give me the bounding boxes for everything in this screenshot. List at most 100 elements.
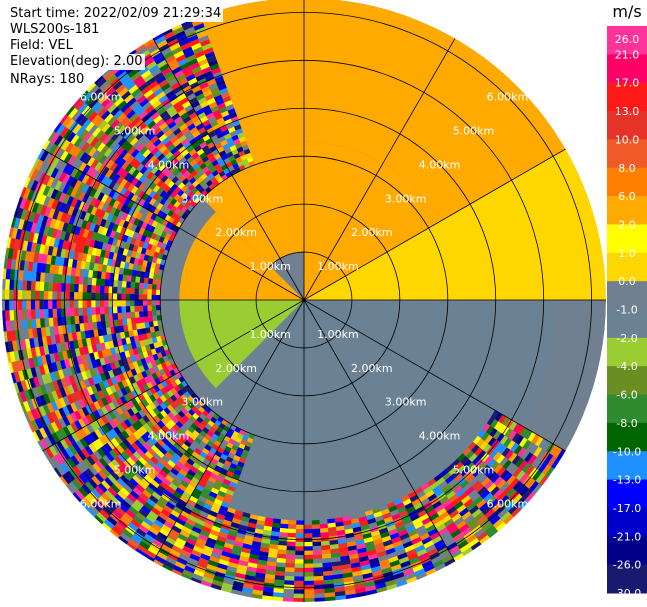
noise-gate [118, 273, 124, 281]
noise-gate [73, 410, 82, 421]
noise-gate [31, 157, 40, 169]
noise-gate [120, 487, 130, 497]
noise-gate [157, 382, 164, 390]
noise-gate [157, 210, 164, 218]
noise-gate [99, 292, 105, 300]
noise-gate [313, 571, 324, 577]
colorbar-tick-label: 2.0 [618, 218, 636, 231]
noise-gate [159, 402, 167, 410]
noise-gate [218, 170, 226, 178]
noise-gate [158, 133, 168, 142]
noise-gate [62, 194, 71, 205]
noise-gate [180, 199, 188, 207]
noise-gate [55, 229, 63, 240]
noise-gate [71, 383, 79, 393]
noise-gate [120, 365, 127, 374]
noise-gate [71, 259, 78, 268]
noise-gate [111, 93, 122, 104]
noise-gate [87, 377, 95, 387]
noise-gate [49, 237, 56, 247]
noise-gate [501, 447, 511, 458]
noise-gate [496, 466, 506, 477]
noise-gate [64, 213, 72, 224]
noise-gate [225, 456, 234, 463]
noise-gate [173, 70, 184, 79]
noise-gate [156, 202, 164, 211]
noise-gate [70, 134, 80, 145]
noise-gate [170, 146, 179, 155]
noise-gate [170, 568, 183, 578]
noise-gate [55, 389, 63, 400]
noise-gate [62, 115, 72, 127]
noise-gate [9, 310, 15, 321]
noise-gate [148, 80, 159, 90]
noise-gate [83, 269, 89, 278]
noise-gate [358, 516, 368, 523]
noise-gate [175, 420, 184, 429]
noise-gate [157, 274, 163, 280]
noise-gate [312, 545, 322, 551]
noise-gate [183, 450, 192, 459]
noise-gate [436, 507, 447, 517]
noise-gate [480, 489, 491, 500]
noise-gate [89, 412, 98, 422]
noise-gate [85, 176, 94, 186]
noise-gate [20, 339, 27, 350]
noise-gate [36, 233, 44, 245]
noise-gate [247, 562, 258, 569]
noise-gate [160, 380, 168, 388]
noise-gate [160, 174, 169, 183]
noise-gate [127, 183, 135, 192]
noise-gate [52, 121, 63, 133]
noise-gate [515, 457, 525, 468]
noise-gate [142, 351, 149, 359]
noise-gate [231, 444, 239, 452]
noise-gate [87, 345, 94, 354]
noise-gate [215, 494, 225, 502]
colorbar-tick-label: -2.0 [616, 332, 637, 345]
noise-gate [187, 402, 195, 409]
noise-gate [152, 407, 161, 416]
noise-gate [219, 527, 230, 535]
noise-gate [238, 443, 246, 450]
noise-gate [156, 195, 164, 203]
noise-gate [196, 159, 205, 167]
noise-gate [35, 309, 41, 319]
noise-gate [230, 589, 243, 596]
noise-gate [206, 152, 215, 160]
noise-gate [304, 541, 313, 547]
noise-gate [126, 281, 131, 288]
noise-gate [56, 282, 62, 292]
noise-gate [135, 471, 145, 481]
noise-gate [171, 66, 182, 75]
noise-gate [171, 416, 179, 424]
noise-gate [117, 100, 127, 110]
ring-label: 4.00km [419, 430, 461, 443]
noise-gate [180, 138, 190, 146]
noise-gate [96, 321, 102, 330]
noise-gate [203, 545, 214, 553]
noise-gate [527, 454, 537, 466]
noise-gate [392, 540, 403, 548]
noise-gate [146, 349, 153, 357]
noise-gate [240, 140, 248, 147]
noise-gate [471, 480, 482, 490]
noise-gate [184, 89, 194, 97]
noise-gate [117, 71, 128, 81]
noise-gate [101, 264, 108, 273]
noise-gate [201, 506, 211, 515]
noise-gate [144, 431, 153, 440]
noise-gate [59, 333, 65, 343]
noise-gate [191, 506, 202, 515]
noise-gate [177, 410, 186, 418]
noise-gate [240, 439, 247, 446]
noise-gate [120, 387, 128, 396]
noise-gate [216, 416, 224, 423]
noise-gate [183, 439, 192, 448]
noise-gate [176, 73, 186, 83]
noise-gate [48, 317, 54, 327]
noise-gate [178, 123, 188, 132]
noise-gate [159, 394, 167, 403]
noise-gate [209, 166, 217, 174]
noise-gate [183, 202, 191, 209]
